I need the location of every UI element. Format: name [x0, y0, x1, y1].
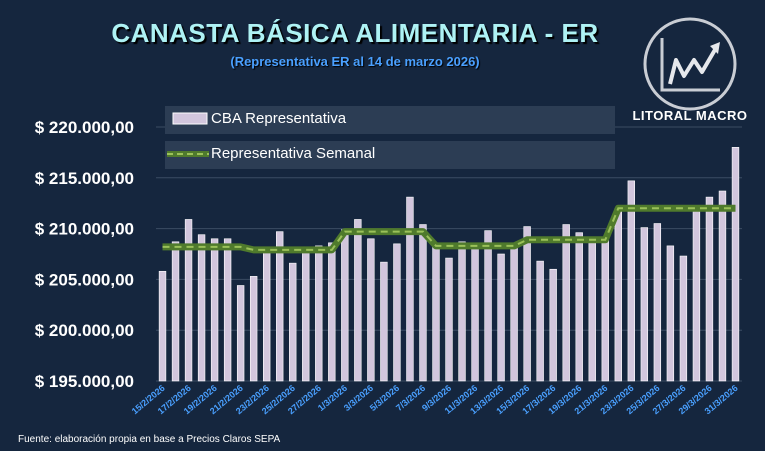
bar [276, 231, 284, 382]
litoral-macro-logo-icon [643, 17, 737, 111]
bar [679, 255, 688, 382]
legend-label-bars: CBA Representativa [211, 110, 347, 127]
bar [263, 248, 271, 382]
y-tick-label: $ 205.000,00 [35, 270, 134, 289]
chart-title: CANASTA BÁSICA ALIMENTARIA - ER [111, 18, 599, 48]
logo-text: LITORAL MACRO [632, 108, 748, 123]
weekly-line-dash [162, 207, 736, 251]
bar [184, 219, 193, 382]
bar [549, 268, 557, 382]
bar [315, 245, 323, 382]
bar [471, 244, 479, 382]
bar [432, 245, 440, 382]
legend-label-line: Representativa Semanal [211, 145, 376, 162]
bar [731, 147, 740, 382]
bar [210, 238, 219, 382]
bar [158, 270, 167, 382]
bar [601, 238, 609, 382]
bar [666, 245, 675, 382]
bar [406, 196, 414, 382]
bar [692, 207, 701, 382]
bar [640, 227, 649, 382]
bar [328, 242, 336, 382]
bar [223, 238, 232, 382]
bar [536, 260, 544, 382]
y-tick-label: $ 220.000,00 [35, 118, 134, 137]
legend-bar-box [165, 106, 615, 134]
y-tick-label: $ 210.000,00 [35, 220, 134, 239]
bar [249, 276, 258, 382]
bar [171, 241, 180, 382]
legend-swatches [167, 112, 209, 157]
source-note: Fuente: elaboración propia en base a Pre… [18, 434, 281, 445]
bar [718, 190, 727, 382]
bar [236, 285, 245, 382]
bar [445, 257, 453, 382]
bar [419, 224, 427, 382]
y-tick-label: $ 195.000,00 [35, 372, 134, 391]
bar [302, 248, 310, 382]
bar [705, 196, 714, 382]
bar [575, 232, 583, 382]
bar [380, 261, 388, 382]
bar [289, 262, 297, 382]
y-tick-label: $ 215.000,00 [35, 169, 134, 188]
bar [653, 223, 662, 382]
bar [367, 238, 375, 382]
bar [458, 241, 466, 382]
bar [627, 180, 635, 382]
bar [510, 242, 518, 382]
bar [562, 224, 570, 382]
bar [523, 226, 531, 382]
bar [588, 242, 596, 382]
legend-bar-swatch [172, 112, 208, 125]
bar [497, 253, 505, 382]
chart-subtitle: (Representativa ER al 14 de marzo 2026) [230, 54, 480, 69]
bar [393, 243, 401, 382]
bar [341, 229, 349, 382]
y-tick-label: $ 200.000,00 [35, 321, 134, 340]
bar [484, 230, 492, 382]
bar [197, 234, 206, 382]
bar [354, 219, 362, 382]
bar [614, 207, 622, 382]
legend-line-box [165, 141, 615, 169]
